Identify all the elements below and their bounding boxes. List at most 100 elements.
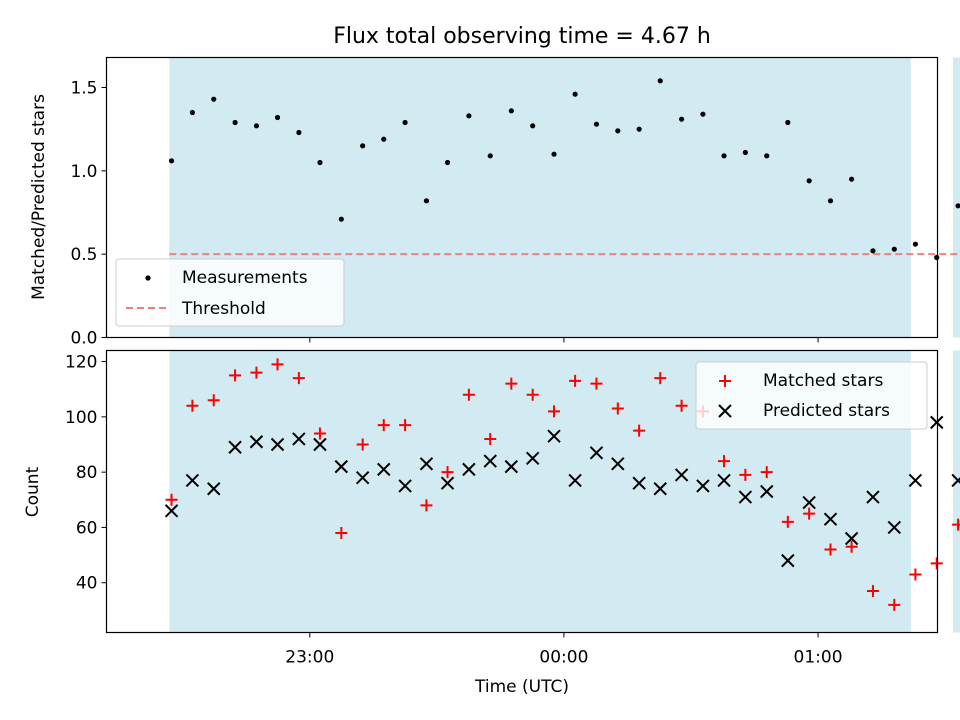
matched-point: [654, 372, 667, 385]
matched-point: [760, 466, 773, 479]
matched-point: [165, 493, 178, 506]
predicted-point: [823, 512, 838, 526]
measurement-point: [934, 254, 940, 261]
matched-point: [377, 419, 390, 432]
predicted-point: [589, 446, 604, 460]
measurement-point: [360, 143, 366, 149]
measurement-point: [678, 116, 685, 122]
predicted-point: [334, 459, 349, 474]
matched-point: [356, 438, 369, 451]
matched-point: [845, 540, 858, 553]
predicted-point: [547, 429, 561, 443]
predicted-point: [355, 470, 370, 485]
matched-point: [292, 372, 305, 385]
bottom-y-tick-label: 60: [76, 518, 98, 538]
matched-point: [611, 402, 624, 415]
predicted-point: [270, 437, 285, 452]
predicted-point: [844, 531, 859, 546]
predicted-point: [632, 476, 646, 490]
matched-point: [633, 424, 646, 437]
bottom-observing-window-2: [953, 350, 960, 633]
top-y-axis: 0.0 0.5 1.0 1.5: [70, 79, 107, 349]
measurement-point: [338, 216, 344, 222]
top-legend: Measurements Threshold: [115, 258, 345, 327]
measurement-point: [827, 198, 834, 204]
predicted-point: [440, 476, 455, 490]
measurement-point: [444, 159, 451, 166]
matched-point: [186, 399, 199, 412]
predicted-point: [164, 504, 179, 518]
measurement-point: [381, 136, 387, 142]
measurement-point: [466, 113, 472, 119]
x-tick-label: 00:00: [539, 648, 588, 668]
bottom-y-tick-label: 120: [65, 353, 97, 373]
predicted-point: [611, 457, 625, 471]
measurement-point: [423, 198, 430, 204]
predicted-point: [674, 468, 689, 482]
matched-point: [462, 388, 475, 401]
predicted-point: [228, 440, 242, 454]
legend-measurements-marker: [145, 275, 151, 281]
x-axis-label: Time (UTC): [474, 677, 569, 697]
matched-point: [803, 507, 816, 520]
x-tick-label: 23:00: [285, 648, 334, 668]
top-panel: 0.0 0.5 1.0 1.5 Matched/Predicted stars Mea…: [29, 56, 960, 349]
matched-point: [781, 515, 794, 528]
matched-point: [441, 466, 454, 479]
measurement-point: [742, 149, 748, 156]
matched-point: [739, 468, 752, 481]
matched-point: [271, 358, 284, 371]
measurement-point: [870, 248, 876, 254]
measurement-point: [530, 123, 536, 129]
measurement-point: [615, 128, 621, 134]
bottom-axes-frame: [105, 349, 939, 634]
measurement-point: [806, 178, 812, 184]
predicted-point: [462, 462, 476, 477]
matched-point: [590, 377, 603, 390]
measurement-point: [232, 119, 238, 126]
measurement-point: [785, 119, 791, 126]
predicted-point: [802, 495, 816, 510]
chart-title: Flux total observing time = 4.67 h: [333, 24, 711, 49]
top-y-tick-label: 0.5: [70, 245, 97, 265]
predicted-point: [207, 482, 221, 496]
predicted-point: [930, 415, 944, 430]
measurement-point: [168, 158, 175, 164]
top-x-ticks: [309, 337, 819, 343]
legend-matched-marker: [719, 375, 731, 387]
matched-point: [548, 405, 561, 418]
predicted-point: [781, 553, 795, 568]
measurement-point: [849, 176, 855, 182]
bottom-y-axis-label: Count: [23, 466, 43, 517]
matched-point: [313, 427, 326, 440]
predicted-point: [696, 479, 710, 493]
matched-point: [207, 394, 220, 407]
measurement-point: [764, 153, 770, 159]
x-tick-label: 01:00: [794, 648, 843, 668]
predicted-point: [738, 490, 753, 504]
predicted-point: [419, 457, 434, 471]
measurement-point: [955, 203, 960, 209]
bottom-y-tick-label: 80: [76, 463, 98, 483]
legend-threshold-label: Threshold: [181, 299, 266, 319]
measurement-point: [551, 151, 557, 157]
matched-point: [888, 598, 901, 611]
matched-point: [335, 526, 348, 539]
predicted-point: [313, 437, 327, 452]
matched-point: [866, 585, 879, 598]
measurement-point: [487, 153, 493, 159]
measurement-point: [593, 121, 600, 127]
predicted-point: [483, 454, 497, 468]
legend-predicted-marker: [718, 404, 732, 418]
measurement-point: [296, 129, 302, 136]
measurement-point: [700, 111, 706, 117]
matched-point: [399, 419, 412, 432]
measurement-point: [253, 123, 260, 129]
top-observing-window-2: [953, 57, 960, 338]
bottom-legend: Matched stars Predicted stars: [695, 361, 928, 430]
legend-measurements-label: Measurements: [182, 268, 308, 288]
top-y-tick-label: 1.0: [70, 162, 97, 182]
predicted-point: [377, 462, 391, 477]
